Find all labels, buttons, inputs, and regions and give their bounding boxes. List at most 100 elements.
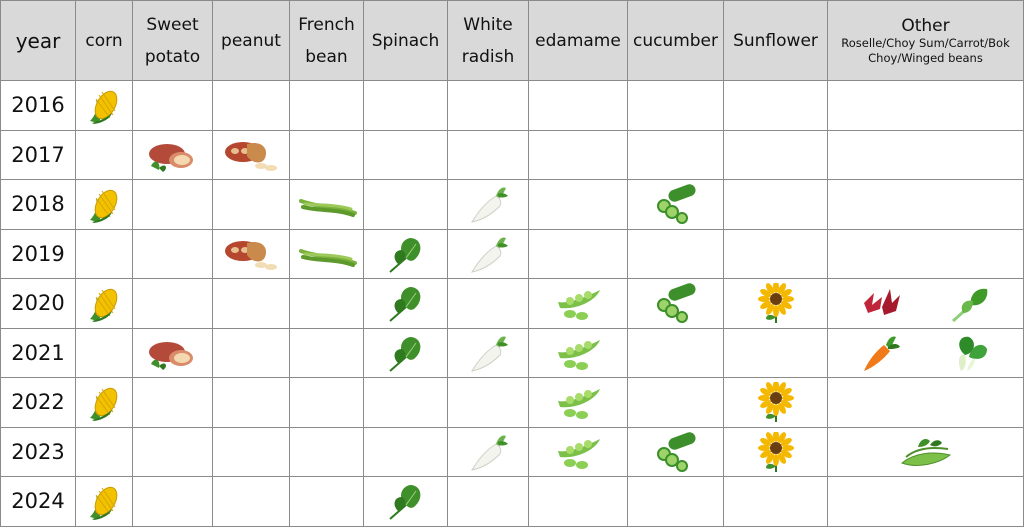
cell-peanut [212, 129, 290, 180]
year-cell: 2024 [0, 476, 76, 527]
table-row: 2022 [0, 377, 1024, 428]
corn-icon [82, 283, 126, 323]
cell-peanut [212, 327, 290, 378]
table-row: 2024 [0, 476, 1024, 527]
cell-sunflower [723, 377, 828, 428]
cell-other [827, 476, 1024, 527]
cell-other [827, 278, 1024, 329]
year-cell: 2018 [0, 179, 76, 230]
cell-cucumber [627, 377, 724, 428]
cell-sunflower [723, 278, 828, 329]
cell-corn [75, 179, 133, 230]
cell-sunflower [723, 228, 828, 279]
cell-french-bean [289, 80, 364, 131]
cell-white-radish [447, 278, 529, 329]
cell-other [827, 426, 1024, 477]
cell-peanut [212, 377, 290, 428]
year-cell: 2022 [0, 377, 76, 428]
corn-icon [82, 184, 126, 224]
cell-white-radish [447, 228, 529, 279]
cell-white-radish [447, 377, 529, 428]
cell-edamame [528, 426, 628, 477]
cell-edamame [528, 228, 628, 279]
cell-spinach [363, 179, 448, 230]
cell-corn [75, 377, 133, 428]
spinach-icon [384, 333, 428, 373]
edamame-icon [548, 383, 608, 421]
french-bean-icon [297, 235, 357, 273]
header-white-radish: White radish [447, 0, 529, 81]
cell-edamame [528, 80, 628, 131]
cell-peanut [212, 179, 290, 230]
table-header: year corn Sweet potato peanut French bean Spin… [0, 0, 1024, 81]
header-corn: corn [75, 0, 133, 81]
cell-cucumber [627, 80, 724, 131]
header-spinach-line: Spinach [371, 30, 440, 51]
cell-other [827, 179, 1024, 230]
bok-choy-icon [949, 333, 993, 373]
cell-cucumber [627, 228, 724, 279]
white-radish-icon [466, 184, 510, 224]
carrot-icon [858, 333, 902, 373]
header-spinach: Spinach [363, 0, 448, 81]
header-cucumber: cucumber [627, 0, 724, 81]
cucumber-icon [654, 432, 698, 472]
header-other: Other Roselle/Choy Sum/Carrot/Bok Choy/Wi… [827, 0, 1024, 81]
table-row: 2017 [0, 129, 1024, 180]
cell-corn [75, 327, 133, 378]
cell-spinach [363, 476, 448, 527]
cell-cucumber [627, 179, 724, 230]
cell-peanut [212, 228, 290, 279]
cell-white-radish [447, 476, 529, 527]
edamame-icon [548, 433, 608, 471]
cell-sweet-potato [132, 179, 213, 230]
cell-white-radish [447, 426, 529, 477]
winged-beans-icon [896, 433, 956, 471]
table-row: 2020 [0, 278, 1024, 329]
cell-edamame [528, 476, 628, 527]
year-cell: 2020 [0, 278, 76, 329]
cell-sunflower [723, 129, 828, 180]
header-peanut-line: peanut [221, 30, 281, 51]
header-sunflower: Sunflower [723, 0, 828, 81]
cell-sunflower [723, 80, 828, 131]
cell-peanut [212, 476, 290, 527]
cell-sweet-potato [132, 476, 213, 527]
cell-other [827, 327, 1024, 378]
cell-spinach [363, 327, 448, 378]
edamame-icon [548, 284, 608, 322]
cell-cucumber [627, 129, 724, 180]
header-peanut: peanut [212, 0, 290, 81]
cell-sweet-potato [132, 278, 213, 329]
cell-white-radish [447, 80, 529, 131]
cell-other [827, 377, 1024, 428]
year-cell: 2017 [0, 129, 76, 180]
year-cell: 2023 [0, 426, 76, 477]
header-edamame: edamame [528, 0, 628, 81]
year-cell: 2021 [0, 327, 76, 378]
year-cell: 2019 [0, 228, 76, 279]
cell-other [827, 129, 1024, 180]
year-cell: 2016 [0, 80, 76, 131]
cell-white-radish [447, 129, 529, 180]
corn-icon [82, 382, 126, 422]
cell-french-bean [289, 179, 364, 230]
sunflower-icon [754, 431, 798, 472]
sweet-potato-icon [143, 136, 203, 174]
cell-cucumber [627, 426, 724, 477]
header-white-radish-line: White [463, 14, 513, 35]
french-bean-icon [297, 185, 357, 223]
cell-corn [75, 129, 133, 180]
cell-white-radish [447, 179, 529, 230]
edamame-icon [548, 334, 608, 372]
white-radish-icon [466, 432, 510, 472]
cell-corn [75, 476, 133, 527]
header-french-bean-line: French [298, 14, 355, 35]
cell-corn [75, 278, 133, 329]
header-sweet-potato: Sweet potato [132, 0, 213, 81]
cucumber-icon [654, 184, 698, 225]
cell-white-radish [447, 327, 529, 378]
cell-sweet-potato [132, 228, 213, 279]
cell-french-bean [289, 426, 364, 477]
